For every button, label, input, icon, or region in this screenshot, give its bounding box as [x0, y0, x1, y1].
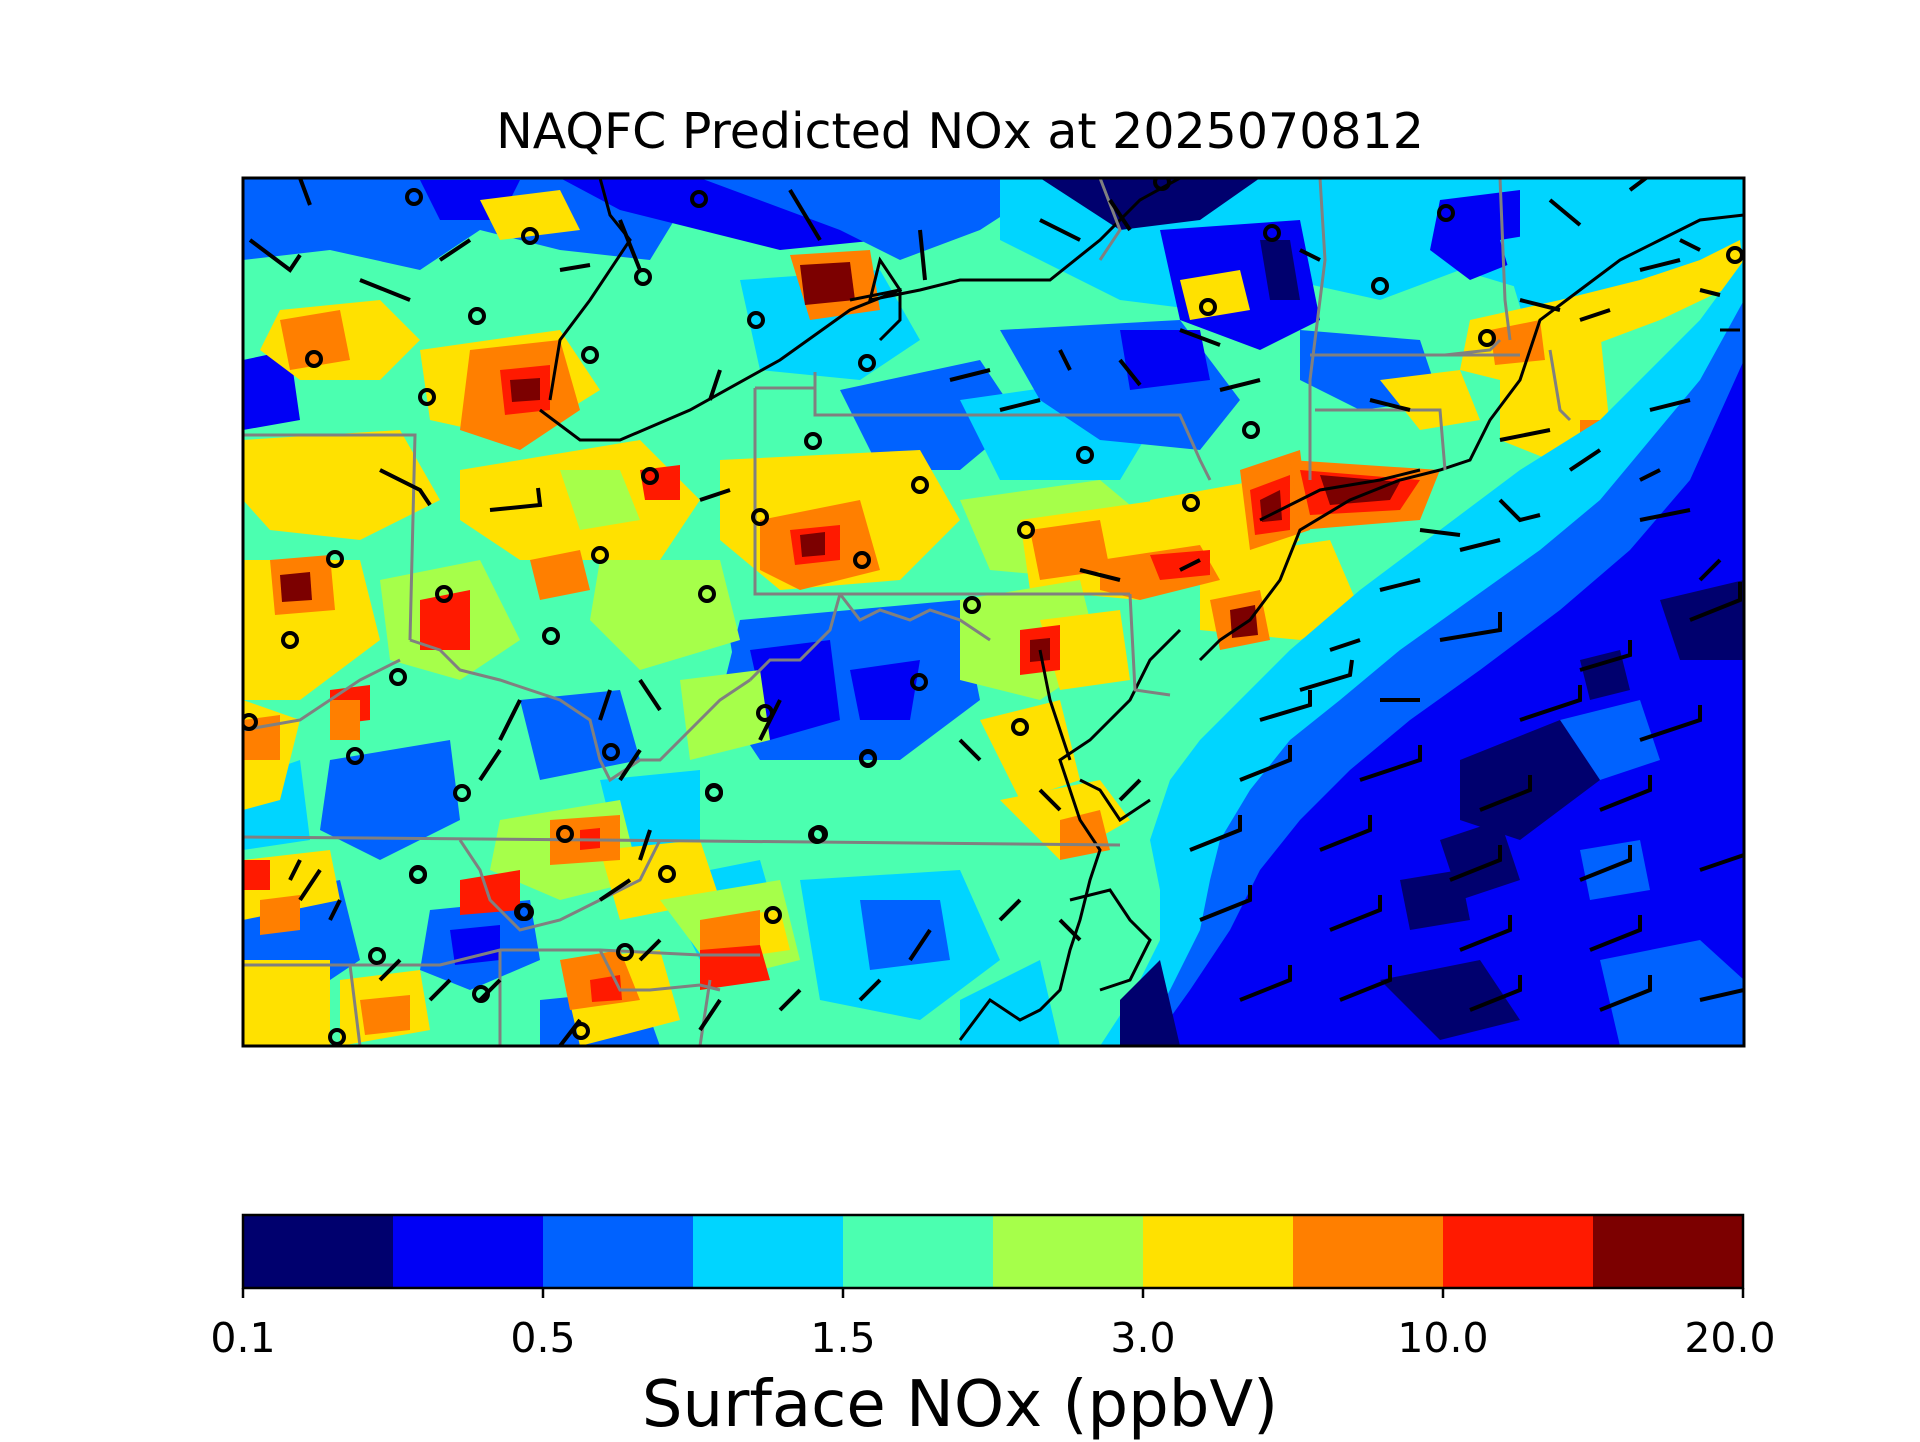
- colorbar-swatch: [393, 1215, 544, 1288]
- colorbar-tick-label: 3.0: [1110, 1314, 1176, 1362]
- state-borders: [243, 178, 1572, 1046]
- high-nox-regions: [243, 250, 1600, 1035]
- colorbar-tick-marks: [241, 1288, 1745, 1298]
- map-field: [243, 178, 1744, 1046]
- colorbar-swatch: [1443, 1215, 1594, 1288]
- chart-title: NAQFC Predicted NOx at 2025070812: [496, 103, 1424, 160]
- colorbar-tick-label: 20.0: [1684, 1314, 1776, 1362]
- colorbar-label: Surface NOx (ppbV): [641, 1368, 1279, 1442]
- coastlines: [539, 178, 1744, 1041]
- colorbar-tick-label: 0.5: [510, 1314, 576, 1362]
- colorbar-swatch: [843, 1215, 994, 1288]
- colorbar-swatch: [1143, 1215, 1294, 1288]
- colorbar-swatch: [693, 1215, 844, 1288]
- colorbar-swatch: [993, 1215, 1144, 1288]
- colorbar-swatch: [543, 1215, 694, 1288]
- colorbar-frame: [241, 1213, 1745, 1290]
- station-markers: [243, 178, 1744, 1046]
- colorbar-tick-label: 10.0: [1397, 1314, 1489, 1362]
- wind-barbs: [248, 178, 1744, 1046]
- map-frame: [241, 176, 1746, 1048]
- colorbar-swatch: [1293, 1215, 1444, 1288]
- colorbar-tick-label: 1.5: [810, 1314, 876, 1362]
- colorbar-swatch: [1593, 1215, 1744, 1288]
- colorbar-swatch: [243, 1215, 394, 1288]
- colorbar-tick-label: 0.1: [210, 1314, 276, 1362]
- colorbar: [243, 1215, 1744, 1288]
